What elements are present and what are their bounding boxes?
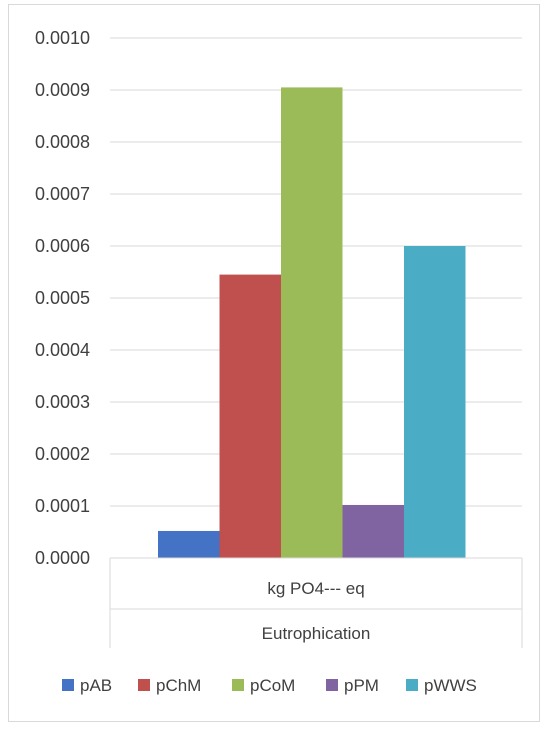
y-tick-label: 0.0009 xyxy=(35,80,90,100)
y-axis-ticks: 0.0000 0.0001 0.0002 0.0003 0.0004 0.0005 0.00… xyxy=(35,28,90,568)
y-tick-label: 0.0004 xyxy=(35,340,90,360)
legend-swatch-pAB xyxy=(62,679,74,691)
legend-swatch-pChM xyxy=(138,679,150,691)
legend-label-pChM: pChM xyxy=(156,676,201,695)
y-tick-label: 0.0001 xyxy=(35,496,90,516)
y-tick-label: 0.0007 xyxy=(35,184,90,204)
x-axis xyxy=(109,557,523,648)
y-tick-label: 0.0008 xyxy=(35,132,90,152)
bar-pCoM xyxy=(281,87,343,559)
y-tick-label: 0.0002 xyxy=(35,444,90,464)
y-tick-label: 0.0006 xyxy=(35,236,90,256)
legend-swatch-pCoM xyxy=(232,679,244,691)
y-tick-label: 0.0003 xyxy=(35,392,90,412)
legend-swatch-pPM xyxy=(326,679,338,691)
legend: pAB pChM pCoM pPM pWWS xyxy=(62,676,477,695)
bar-pAB xyxy=(158,530,220,558)
bar-pWWS xyxy=(404,246,466,558)
category-label: kg PO4--- eq xyxy=(267,579,364,598)
y-tick-label: 0.0010 xyxy=(35,28,90,48)
legend-label-pWWS: pWWS xyxy=(424,676,477,695)
group-label: Eutrophication xyxy=(262,624,371,643)
legend-swatch-pWWS xyxy=(406,679,418,691)
y-tick-label: 0.0000 xyxy=(35,548,90,568)
bars xyxy=(158,87,466,559)
bar-pPM xyxy=(342,504,404,558)
legend-label-pPM: pPM xyxy=(344,676,379,695)
legend-label-pAB: pAB xyxy=(80,676,112,695)
y-tick-label: 0.0005 xyxy=(35,288,90,308)
legend-label-pCoM: pCoM xyxy=(250,676,295,695)
bar-pChM xyxy=(219,274,281,558)
